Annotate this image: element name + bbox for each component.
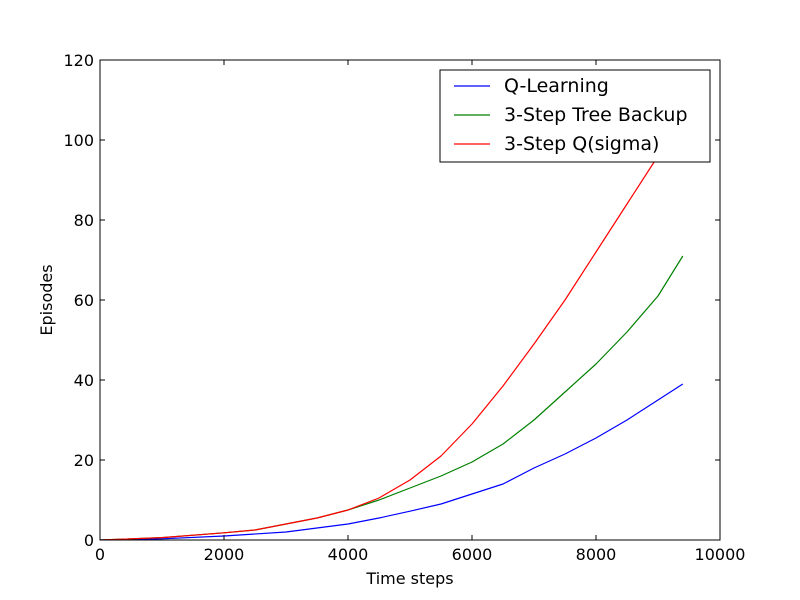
y-axis-label: Episodes [37,264,56,335]
legend-label: 3-Step Q(sigma) [504,133,659,155]
y-tick-label: 40 [74,371,94,390]
x-tick-label: 2000 [204,545,245,564]
legend-box [439,69,711,163]
y-tick-label: 20 [74,451,94,470]
x-axis-label: Time steps [365,569,453,588]
series-lines [100,135,684,540]
x-tick-label: 4000 [328,545,369,564]
legend-label: Q-Learning [504,75,609,97]
legend-label: 3-Step Tree Backup [504,104,688,126]
y-tick-label: 100 [63,131,94,150]
series-line-3-step-q-sigma [100,135,671,540]
axis-ticks: 0 2000 4000 6000 8000 10000 0 20 40 60 80 100 120 [63,51,745,564]
x-tick-label: 0 [95,545,105,564]
x-tick-label: 6000 [452,545,493,564]
x-tick-label: 10000 [695,545,746,564]
y-tick-label: 60 [74,291,94,310]
y-tick-label: 120 [63,51,94,70]
series-line-3-step-tree-backup [100,255,684,540]
series-line-q-learning [100,383,684,540]
legend: Q-Learning 3-Step Tree Backup 3-Step Q(sig… [439,69,711,163]
y-tick-label: 80 [74,211,94,230]
y-tick-label: 0 [84,531,94,550]
x-tick-label: 8000 [576,545,617,564]
